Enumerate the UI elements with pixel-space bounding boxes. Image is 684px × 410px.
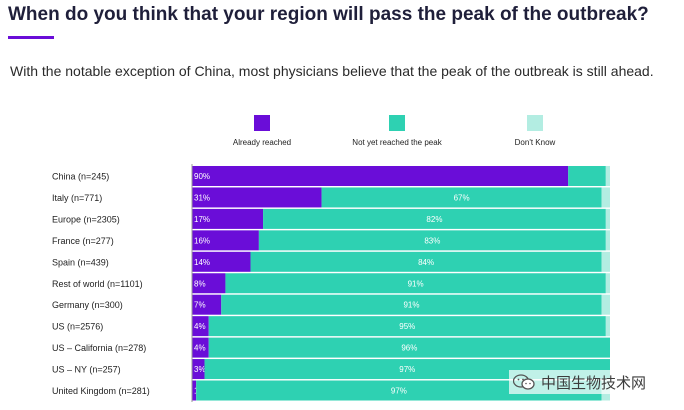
data-label-not-yet-reached-the-peak: 84% xyxy=(418,258,434,267)
bar-segment-already-reached xyxy=(192,337,209,358)
data-label-not-yet-reached-the-peak: 91% xyxy=(403,301,419,310)
bar-segment-don-t-know xyxy=(601,294,610,315)
bar-segment-already-reached xyxy=(192,359,205,380)
bar-segment-already-reached xyxy=(192,187,322,208)
category-label: China (n=245) xyxy=(52,172,109,182)
watermark-text: 中国生物技术网 xyxy=(541,373,647,392)
data-label-already-reached: 90% xyxy=(194,172,210,181)
data-label-not-yet-reached-the-peak: 97% xyxy=(399,365,415,374)
bar-segment-not-yet-reached-the-peak xyxy=(258,230,606,251)
bar-segment-not-yet-reached-the-peak xyxy=(321,187,602,208)
category-label: Spain (n=439) xyxy=(52,257,109,267)
bar-segment-already-reached xyxy=(192,166,569,186)
bar-segment-don-t-know xyxy=(601,251,610,272)
data-label-not-yet-reached-the-peak: 96% xyxy=(401,344,417,353)
data-label-not-yet-reached-the-peak: 82% xyxy=(426,215,442,224)
category-label: Germany (n=300) xyxy=(52,300,123,310)
page-subtitle: With the notable exception of China, mos… xyxy=(10,63,654,79)
bar-segment-don-t-know xyxy=(605,230,610,251)
watermark: 中国生物技术网 xyxy=(509,370,651,394)
data-label-not-yet-reached-the-peak: 95% xyxy=(399,322,415,331)
data-label-already-reached: 4% xyxy=(194,322,206,331)
data-label-already-reached: 16% xyxy=(194,236,210,245)
wechat-icon xyxy=(513,374,535,390)
bar-segment-not-yet-reached-the-peak xyxy=(263,208,606,229)
bar-segment-not-yet-reached-the-peak xyxy=(568,166,606,186)
bar-segment-not-yet-reached-the-peak xyxy=(221,294,602,315)
bar-segment-not-yet-reached-the-peak xyxy=(208,337,610,358)
category-label: US – California (n=278) xyxy=(52,343,146,353)
data-label-already-reached: 3% xyxy=(194,365,206,374)
bar-segment-already-reached xyxy=(192,208,264,229)
bar-segment-not-yet-reached-the-peak xyxy=(196,380,602,401)
bar-segment-not-yet-reached-the-peak xyxy=(204,359,611,380)
bar-segment-don-t-know xyxy=(605,208,610,229)
legend-swatch-don-t-know xyxy=(527,115,543,131)
bar-segment-not-yet-reached-the-peak xyxy=(225,273,606,294)
legend-swatch-not-yet-reached-the-peak xyxy=(389,115,405,131)
title-accent-bar xyxy=(8,36,54,39)
legend-swatch-already-reached xyxy=(254,115,270,131)
bar-segment-don-t-know xyxy=(601,187,610,208)
data-label-already-reached: 31% xyxy=(194,193,210,202)
data-label-not-yet-reached-the-peak: 97% xyxy=(391,387,407,396)
data-label-not-yet-reached-the-peak: 67% xyxy=(454,193,470,202)
data-label-already-reached: 8% xyxy=(194,279,206,288)
data-label-already-reached: 7% xyxy=(194,301,206,310)
category-label: France (n=277) xyxy=(52,236,114,246)
category-label: Europe (n=2305) xyxy=(52,214,120,224)
bar-segment-already-reached xyxy=(192,316,209,337)
page-title: When do you think that your region will … xyxy=(8,4,649,25)
category-label: Italy (n=771) xyxy=(52,193,102,203)
data-label-already-reached: 17% xyxy=(194,215,210,224)
data-label-not-yet-reached-the-peak: 83% xyxy=(424,236,440,245)
category-label: US (n=2576) xyxy=(52,322,103,332)
bar-segment-already-reached xyxy=(192,380,197,401)
bar-segment-already-reached xyxy=(192,273,226,294)
category-label: US – NY (n=257) xyxy=(52,365,121,375)
legend-label-don-t-know: Don't Know xyxy=(515,138,556,147)
bar-segment-already-reached xyxy=(192,251,251,272)
bar-segment-don-t-know xyxy=(605,316,610,337)
category-label: Rest of world (n=1101) xyxy=(52,279,143,289)
data-label-not-yet-reached-the-peak: 91% xyxy=(408,279,424,288)
bar-segment-not-yet-reached-the-peak xyxy=(250,251,602,272)
bar-segment-don-t-know xyxy=(605,166,610,186)
data-label-already-reached: 4% xyxy=(194,344,206,353)
bar-segment-don-t-know xyxy=(605,273,610,294)
bar-segment-not-yet-reached-the-peak xyxy=(208,316,606,337)
category-label: United Kingdom (n=281) xyxy=(52,386,150,396)
bar-segment-already-reached xyxy=(192,294,222,315)
legend-label-already-reached: Already reached xyxy=(233,138,291,147)
legend-label-not-yet-reached-the-peak: Not yet reached the peak xyxy=(352,138,442,147)
bar-segment-already-reached xyxy=(192,230,259,251)
data-label-already-reached: 14% xyxy=(194,258,210,267)
